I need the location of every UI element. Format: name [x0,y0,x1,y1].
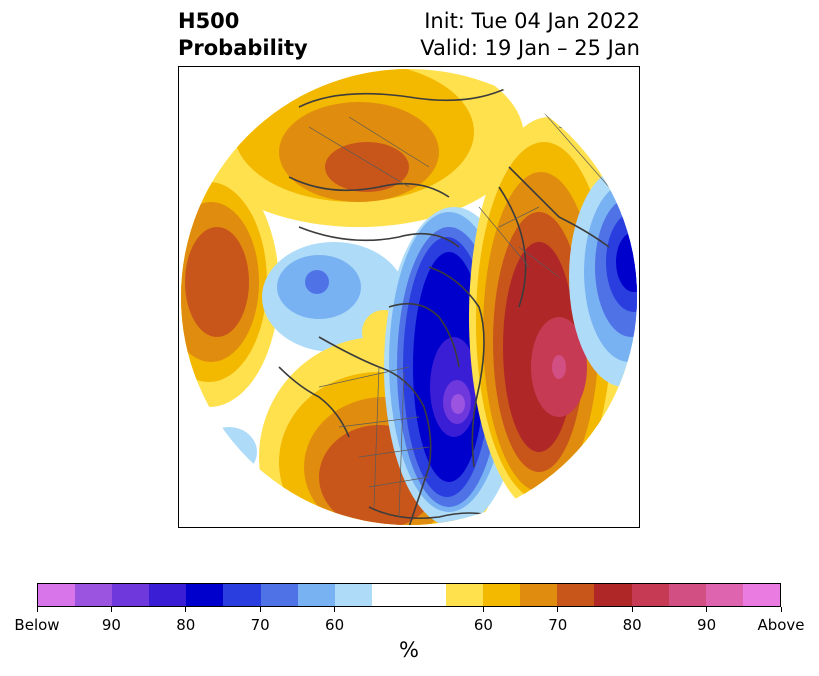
colorbar-segment [75,584,113,606]
colorbar-tick-label: 60 [473,616,493,634]
colorbar-tick [706,607,708,612]
colorbar-segment [334,584,372,606]
colorbar-segment [38,584,76,606]
init-date-label: Init: Tue 04 Jan 2022 [424,9,640,33]
colorbar-tick-label: 70 [250,616,270,634]
colorbar-segment [483,584,521,606]
colorbar-tick [780,607,782,612]
pacific-anomaly [181,167,279,407]
colorbar-segment [705,584,743,606]
chart-title-right: Init: Tue 04 Jan 2022 Valid: 19 Jan – 25… [420,8,640,62]
colorbar-segment [742,584,780,606]
small-blue-anomaly [201,427,257,477]
colorbar-segment [520,584,558,606]
colorbar-unit-label: % [399,638,419,662]
colorbar-segment [186,584,224,606]
colorbar-tick [557,607,559,612]
colorbar-tick [482,607,484,612]
colorbar-tick [259,607,261,612]
colorbar-tick-label: 80 [176,616,196,634]
colorbar-tick-label: 60 [325,616,345,634]
colorbar-segment [149,584,187,606]
colorbar-segment [594,584,632,606]
colorbar-tick-label: 70 [548,616,568,634]
colorbar-tick [631,607,633,612]
asia-anomaly [569,167,637,387]
colorbar-segment [223,584,261,606]
probability-map [178,66,640,528]
colorbar-tick [334,607,336,612]
borders [308,106,630,518]
colorbar-tick [185,607,187,612]
colorbar-segment [668,584,706,606]
chart-title-left: H500 Probability [178,8,308,62]
colorbar-tick-label: 80 [622,616,642,634]
colorbar-tick-label: Above [757,616,805,634]
colorbar-segment [260,584,298,606]
colorbar-tick-label: 90 [697,616,717,634]
colorbar-segment [446,584,484,606]
colorbar-segment [297,584,335,606]
colorbar-tick-label: 90 [101,616,121,634]
map-canvas [181,69,637,525]
colorbar-segment [631,584,669,606]
colorbar-tick [110,607,112,612]
coastlines [278,86,610,525]
colorbar-segment [371,584,447,606]
colorbar-segment [557,584,595,606]
colorbar-tick-label: Below [14,616,60,634]
colorbar-tick [36,607,38,612]
product-label: Probability [178,36,308,60]
colorbar-segment [112,584,150,606]
valid-range-label: Valid: 19 Jan – 25 Jan [420,36,640,60]
variable-label: H500 [178,9,240,33]
colorbar [37,583,781,607]
